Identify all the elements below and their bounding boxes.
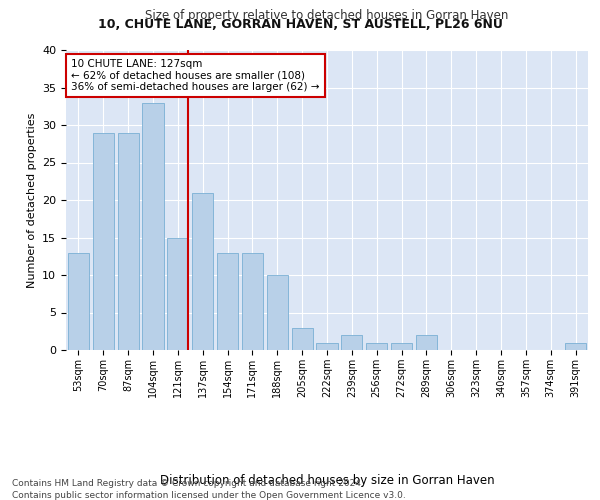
Bar [416,335,437,350]
Text: 10 CHUTE LANE: 127sqm
← 62% of detached houses are smaller (108)
36% of semi-det: 10 CHUTE LANE: 127sqm ← 62% of detached … [71,59,320,92]
Bar [565,342,586,350]
Bar [341,335,362,350]
Bar [167,238,188,350]
Bar [93,132,114,350]
X-axis label: Distribution of detached houses by size in Gorran Haven: Distribution of detached houses by size … [160,474,494,486]
Title: Size of property relative to detached houses in Gorran Haven: Size of property relative to detached ho… [145,10,509,22]
Bar [391,342,412,350]
Y-axis label: Number of detached properties: Number of detached properties [26,112,37,288]
Bar [267,275,288,350]
Text: 10, CHUTE LANE, GORRAN HAVEN, ST AUSTELL, PL26 6NU: 10, CHUTE LANE, GORRAN HAVEN, ST AUSTELL… [98,18,502,30]
Bar [192,192,213,350]
Bar [316,342,338,350]
Bar [366,342,387,350]
Text: Contains public sector information licensed under the Open Government Licence v3: Contains public sector information licen… [12,491,406,500]
Bar [118,132,139,350]
Bar [68,252,89,350]
Bar [142,102,164,350]
Text: Contains HM Land Registry data © Crown copyright and database right 2024.: Contains HM Land Registry data © Crown c… [12,479,364,488]
Bar [217,252,238,350]
Bar [242,252,263,350]
Bar [292,328,313,350]
